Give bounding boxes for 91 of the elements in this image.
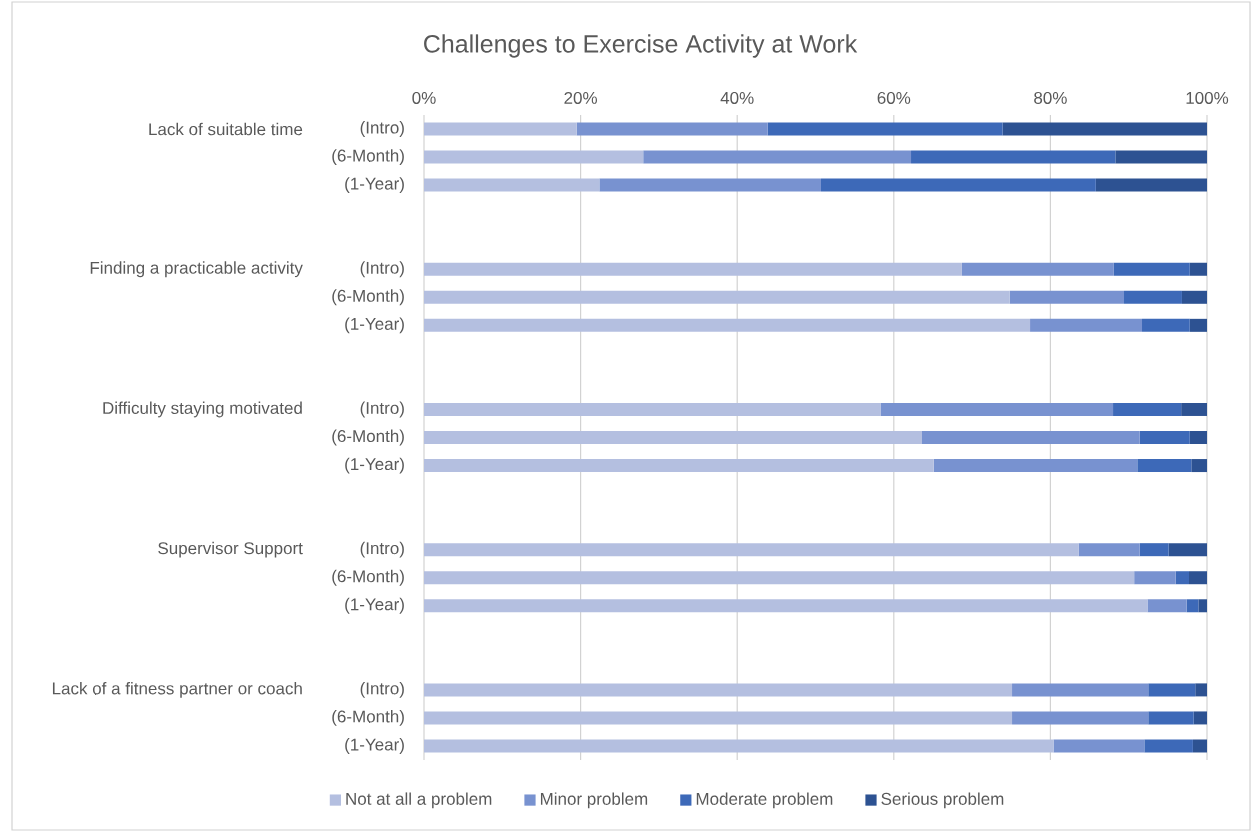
bar: [643, 150, 912, 164]
bar: [424, 739, 1054, 753]
bar: [424, 431, 922, 445]
bar: [1053, 739, 1145, 753]
bar: [1002, 122, 1207, 136]
bar: [424, 318, 1031, 332]
bar: [424, 459, 934, 473]
bar: [1030, 318, 1143, 332]
text: Lack of a fitness partner or coach: [52, 681, 302, 698]
bar: [1113, 262, 1190, 276]
legend-label: Moderate problem: [696, 792, 833, 809]
bar: [424, 290, 1010, 304]
bar: [424, 122, 577, 136]
x-tick-label: 20%: [564, 91, 598, 104]
bar: [1113, 402, 1182, 416]
bar: [1191, 459, 1207, 473]
y-tick-label: (1-Year): [345, 597, 404, 614]
x-tick-label: 100%: [1186, 91, 1229, 104]
bar: [961, 262, 1114, 276]
bar: [820, 178, 1096, 192]
bar: [1175, 571, 1189, 585]
chart-title: Challenges to Exercise Activity at Work: [424, 34, 858, 58]
text: Difficulty staying motivated: [103, 401, 302, 418]
bar: [1078, 543, 1140, 557]
y-tick-label: (1-Year): [345, 177, 404, 194]
bar: [1124, 290, 1182, 304]
bar: [1144, 739, 1193, 753]
bar: [424, 711, 1013, 725]
y-tick-label: (6-Month): [332, 710, 404, 726]
bar: [1095, 178, 1207, 192]
y-tick-label: (6-Month): [332, 289, 404, 306]
bar: [1186, 599, 1199, 613]
bar: [1198, 599, 1207, 613]
bar: [767, 122, 1003, 136]
bar: [1134, 571, 1176, 585]
bar: [424, 402, 881, 416]
bar: [880, 402, 1114, 416]
y-tick-label: (6-Month): [332, 149, 404, 165]
y-tick-label: (Intro): [360, 261, 404, 278]
x-tick-label: 60%: [877, 91, 911, 104]
text: Finding a practicable activity: [90, 261, 303, 278]
bar: [1147, 599, 1187, 613]
y-tick-label: (6-Month): [332, 429, 404, 446]
x-tick-label: 0%: [412, 91, 436, 104]
y-tick-label: (Intro): [360, 121, 404, 137]
x-tick-label: 80%: [1034, 91, 1067, 104]
bar: [1193, 711, 1207, 725]
bar: [1012, 711, 1149, 725]
bar: [1009, 290, 1125, 304]
bar: [1192, 739, 1207, 753]
bar: [1189, 318, 1207, 332]
bar: [1137, 459, 1192, 473]
legend-label: Serious problem: [881, 792, 1004, 809]
y-tick-label: (6-Month): [332, 569, 404, 586]
bar: [599, 178, 821, 192]
bar: [1181, 290, 1207, 304]
bar: [1148, 711, 1194, 725]
bar: [424, 543, 1079, 557]
y-tick-label: (Intro): [360, 681, 404, 698]
bar: [1181, 402, 1207, 416]
bar: [424, 262, 962, 276]
bar: [424, 599, 1148, 613]
bar: [576, 122, 768, 136]
bar: [1148, 683, 1196, 697]
y-tick-label: (Intro): [360, 541, 404, 558]
bar: [1115, 150, 1207, 164]
y-tick-label: (1-Year): [345, 457, 404, 474]
bar: [911, 150, 1116, 164]
x-tick-label: 40%: [720, 91, 754, 104]
text: Lack of suitable time: [149, 122, 303, 136]
bar: [424, 683, 1013, 697]
legend-label: Not at all a problem: [346, 792, 492, 809]
bar: [1188, 571, 1207, 585]
bar: [424, 150, 644, 164]
text: Supervisor Support: [158, 541, 303, 558]
bar: [1139, 543, 1169, 557]
bar: [1195, 683, 1207, 697]
y-tick-label: (1-Year): [345, 738, 404, 754]
bar: [1189, 262, 1207, 276]
bar: [1012, 683, 1149, 697]
y-tick-label: (1-Year): [345, 317, 404, 334]
y-tick-label: (Intro): [360, 401, 404, 418]
legend-label: Minor problem: [540, 792, 648, 809]
bar: [921, 431, 1140, 445]
bar: [1139, 431, 1190, 445]
bar: [1189, 431, 1207, 445]
bar: [1168, 543, 1207, 557]
bar: [424, 178, 600, 192]
bar: [424, 571, 1135, 585]
bar: [933, 459, 1138, 473]
bar: [1142, 318, 1190, 332]
